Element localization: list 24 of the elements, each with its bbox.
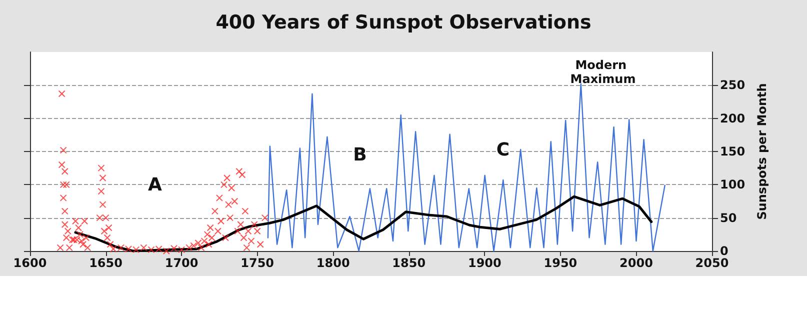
x-tick-label: 1850 [392,256,426,270]
x-tick-label: 1950 [544,256,578,270]
x-tick-label: 1750 [240,256,274,270]
x-tick-label: 1600 [13,256,47,270]
annotation: B [353,144,367,166]
line-series [267,83,666,252]
y-axis-title: Sunspots per Month [754,83,769,220]
y-tick-label: 150 [720,144,746,158]
y-tick-label: 250 [720,78,746,92]
annotation: A [148,174,162,196]
chart-title: 400 Years of Sunspot Observations [216,12,592,34]
annotation: Modern Maximum [570,58,636,86]
x-tick-label: 1700 [164,256,198,270]
x-tick-label: 1650 [89,256,122,270]
x-tick-label: 2050 [695,256,729,270]
y-tick-label: 100 [720,178,746,192]
annotation: C [496,140,510,160]
x-tick-label: 2000 [620,256,653,270]
y-tick-label: 50 [720,210,737,225]
x-tick-label: 1800 [316,256,350,270]
line-series [74,195,653,252]
y-tick-label: 0 [720,244,728,258]
x-tick-label: 1900 [468,256,502,270]
y-tick-label: 200 [720,111,746,126]
